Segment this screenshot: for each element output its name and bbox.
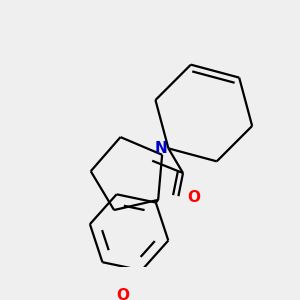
Text: O: O <box>188 190 201 205</box>
Text: O: O <box>116 288 129 300</box>
Text: N: N <box>154 141 167 156</box>
